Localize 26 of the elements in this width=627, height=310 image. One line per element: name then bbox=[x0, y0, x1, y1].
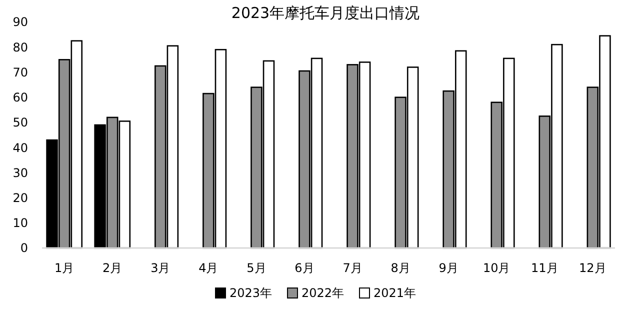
legend-label: 2023年 bbox=[230, 286, 272, 300]
x-tick-label: 6月 bbox=[294, 261, 314, 275]
y-tick-label: 30 bbox=[12, 166, 28, 180]
x-tick-label: 12月 bbox=[579, 261, 606, 275]
y-tick-label: 40 bbox=[12, 140, 28, 155]
x-tick-label: 11月 bbox=[530, 261, 558, 275]
x-tick-label: 10月 bbox=[482, 261, 510, 275]
y-tick-label: 10 bbox=[12, 216, 28, 230]
x-tick-label: 4月 bbox=[198, 261, 218, 275]
y-tick-label: 80 bbox=[12, 40, 28, 54]
y-tick-label: 20 bbox=[12, 190, 28, 205]
x-tick-label: 5月 bbox=[246, 261, 266, 275]
legend-label: 2022年 bbox=[302, 286, 344, 300]
legend-label: 2021年 bbox=[374, 286, 416, 300]
chart-title: 2023年摩托车月度出口情况 bbox=[231, 4, 420, 22]
y-tick-label: 0 bbox=[20, 241, 28, 256]
x-tick-label: 8月 bbox=[390, 261, 410, 275]
y-tick-label: 60 bbox=[12, 90, 28, 105]
x-tick-label: 9月 bbox=[438, 261, 458, 275]
x-tick-label: 1月 bbox=[54, 261, 74, 275]
y-tick-label: 90 bbox=[12, 15, 28, 30]
x-tick-label: 2月 bbox=[102, 261, 122, 275]
x-tick-label: 7月 bbox=[342, 261, 362, 275]
y-tick-label: 50 bbox=[12, 116, 28, 130]
x-tick-label: 3月 bbox=[150, 261, 170, 275]
y-tick-label: 70 bbox=[12, 65, 28, 80]
